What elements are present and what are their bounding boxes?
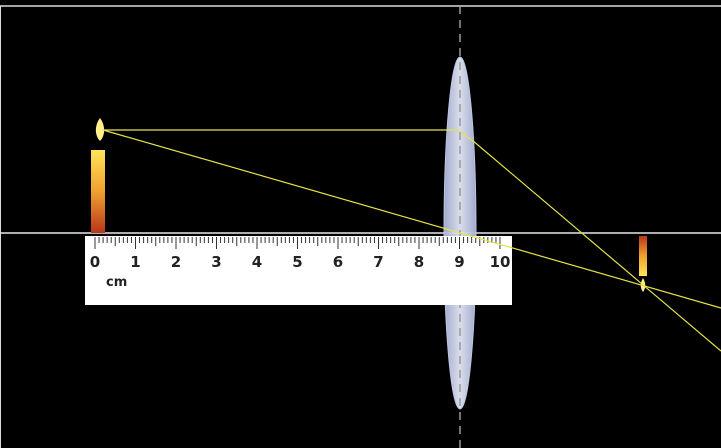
ruler-unit: cm (106, 275, 127, 290)
ruler-label: 3 (211, 253, 221, 271)
ruler-label: 10 (490, 253, 511, 271)
candle-image (639, 236, 647, 276)
ruler-label: 1 (130, 253, 140, 271)
ruler-label: 6 (333, 253, 343, 271)
ruler-label: 7 (373, 253, 383, 271)
optics-simulation: cm 0 1 2 3 4 5 6 7 8 9 10 (0, 0, 721, 448)
ruler-label: 9 (454, 253, 464, 271)
ruler[interactable]: cm 0 1 2 3 4 5 6 7 8 9 10 (85, 236, 512, 305)
ruler-label: 8 (414, 253, 424, 271)
ruler-label: 0 (90, 253, 100, 271)
candle[interactable] (91, 150, 105, 233)
ruler-label: 2 (171, 253, 181, 271)
ruler-label: 4 (252, 253, 262, 271)
ruler-label: 5 (292, 253, 302, 271)
background (0, 0, 721, 448)
